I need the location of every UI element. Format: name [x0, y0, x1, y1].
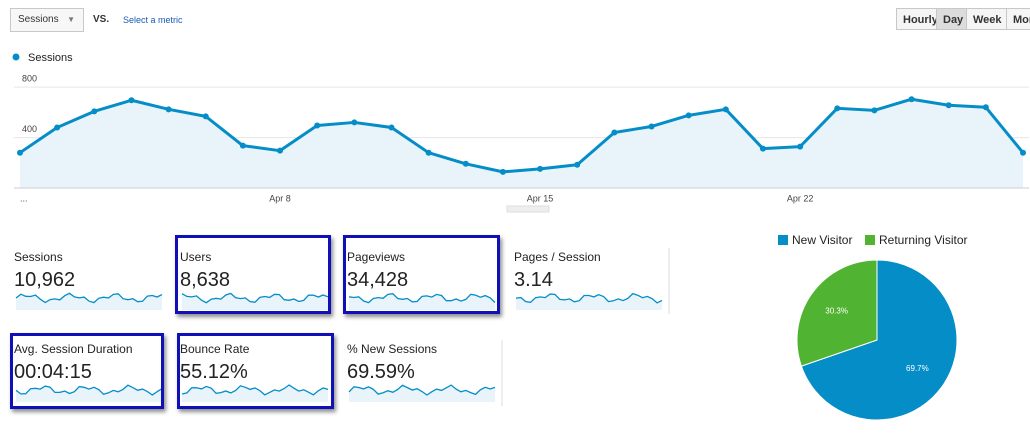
metric-label: Avg. Session Duration	[14, 342, 133, 356]
data-point	[54, 124, 61, 131]
vs-label: VS.	[93, 14, 110, 25]
data-point	[537, 165, 544, 172]
metric-label: Bounce Rate	[180, 342, 250, 356]
sparkline-area	[182, 385, 328, 402]
data-point	[908, 96, 915, 103]
sparkline	[348, 293, 496, 304]
data-point	[574, 161, 581, 168]
data-point	[685, 112, 692, 119]
metric-value: 00:04:15	[14, 361, 92, 383]
granularity-button[interactable]: Hourly	[896, 8, 937, 30]
data-point	[834, 105, 841, 112]
sparkline	[181, 292, 329, 304]
area-fill	[20, 99, 1023, 188]
data-point	[202, 113, 209, 120]
metric-label: % New Sessions	[347, 342, 438, 356]
data-point	[797, 143, 804, 150]
highlight-box	[10, 333, 164, 409]
metric-label: Pageviews	[347, 250, 406, 264]
y-tick-label: 400	[22, 124, 37, 134]
metric-name: Sessions	[18, 14, 59, 25]
metric-label: Users	[180, 250, 212, 264]
sparkline	[15, 384, 163, 396]
sparkline-area	[182, 293, 328, 310]
sparkline	[15, 292, 163, 304]
granularity-button[interactable]: Week	[966, 8, 1007, 30]
metric-value: 69.59%	[347, 361, 415, 383]
x-tick-label: Apr 15	[527, 193, 554, 203]
metric-value: 10,962	[14, 269, 76, 291]
data-point	[17, 149, 23, 156]
pie-slice	[796, 259, 878, 367]
data-point	[277, 147, 284, 154]
sparkline	[515, 292, 663, 304]
line	[19, 97, 1025, 174]
select-metric-link[interactable]: Select a metric	[123, 15, 183, 25]
metric-label: Pages / Session	[514, 250, 601, 264]
data-point	[351, 119, 358, 126]
metric-value: 3.14	[514, 269, 553, 291]
sparkline-area	[349, 293, 495, 310]
granularity-button[interactable]: Month	[1006, 8, 1030, 30]
sparkline-area	[516, 293, 662, 310]
metric-value: 34,428	[347, 269, 409, 291]
y-tick-label: 800	[22, 74, 37, 84]
data-point	[462, 160, 469, 167]
data-point	[722, 106, 729, 113]
data-point	[425, 149, 432, 156]
legend-label: New Visitor	[792, 233, 852, 247]
data-point	[871, 107, 878, 114]
data-point	[982, 104, 989, 111]
sparkline-area	[349, 385, 495, 402]
data-point	[611, 129, 618, 136]
highlight-box	[343, 235, 500, 314]
highlight-box	[175, 235, 331, 314]
dropdown-arrow: ▼	[67, 15, 75, 24]
data-point	[499, 168, 506, 175]
metric-label: Sessions	[14, 250, 63, 264]
legend-marker	[865, 235, 875, 245]
data-point	[648, 123, 655, 130]
pie-slice	[800, 259, 958, 421]
metric-value: 55.12%	[180, 361, 248, 383]
data-point	[91, 108, 98, 115]
legend-label: Returning Visitor	[879, 233, 968, 247]
legend-label: Sessions	[28, 52, 73, 64]
x-tick-label: Apr 8	[269, 193, 291, 203]
data-point	[1020, 149, 1026, 156]
pie-label: 30.3%	[825, 306, 848, 315]
resize-handle	[506, 205, 550, 213]
metric-value: 8,638	[180, 269, 231, 291]
data-point	[128, 97, 135, 104]
sparkline	[348, 384, 496, 396]
highlight-box	[177, 333, 334, 409]
legend-marker	[778, 235, 788, 245]
x-tick-label: Apr 22	[787, 193, 814, 203]
data-point	[165, 106, 172, 113]
data-point	[388, 124, 395, 131]
metric-dropdown[interactable]: Sessions ▼	[10, 8, 84, 32]
x-tick-label: ...	[20, 193, 28, 203]
data-point	[759, 145, 766, 152]
data-point	[945, 102, 952, 109]
data-point	[314, 122, 321, 129]
data-point	[239, 142, 246, 149]
sparkline	[181, 384, 329, 396]
legend-marker	[12, 53, 20, 61]
sparkline-area	[16, 385, 162, 402]
pie-label: 69.7%	[906, 364, 929, 373]
